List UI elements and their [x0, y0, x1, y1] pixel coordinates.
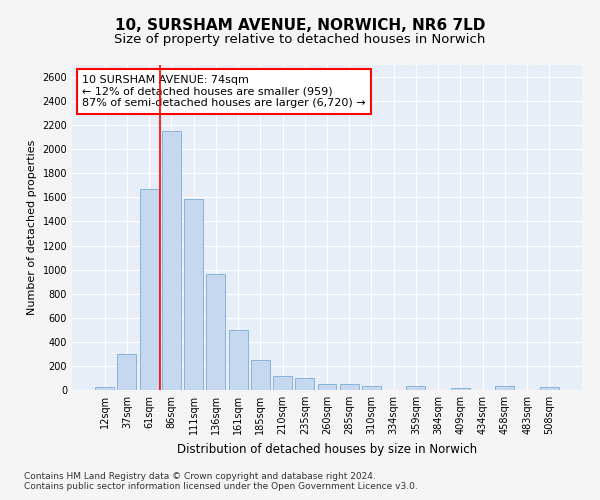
Bar — [317, 384, 337, 390]
Text: Size of property relative to detached houses in Norwich: Size of property relative to detached ho… — [115, 32, 485, 46]
Text: Contains public sector information licensed under the Open Government Licence v3: Contains public sector information licen… — [24, 482, 418, 491]
Text: 10 SURSHAM AVENUE: 74sqm
← 12% of detached houses are smaller (959)
87% of semi-: 10 SURSHAM AVENUE: 74sqm ← 12% of detach… — [82, 74, 366, 108]
Bar — [406, 386, 425, 390]
Bar — [362, 386, 381, 390]
Bar — [451, 388, 470, 390]
Bar — [118, 354, 136, 390]
Bar — [340, 384, 359, 390]
Bar — [162, 131, 181, 390]
Bar — [540, 387, 559, 390]
Bar — [95, 387, 114, 390]
Y-axis label: Number of detached properties: Number of detached properties — [27, 140, 37, 315]
Bar — [496, 386, 514, 390]
Bar — [273, 376, 292, 390]
Bar — [140, 189, 158, 390]
Bar — [184, 198, 203, 390]
Bar — [251, 360, 270, 390]
X-axis label: Distribution of detached houses by size in Norwich: Distribution of detached houses by size … — [177, 442, 477, 456]
Bar — [229, 330, 248, 390]
Text: Contains HM Land Registry data © Crown copyright and database right 2024.: Contains HM Land Registry data © Crown c… — [24, 472, 376, 481]
Bar — [295, 378, 314, 390]
Bar — [206, 274, 225, 390]
Text: 10, SURSHAM AVENUE, NORWICH, NR6 7LD: 10, SURSHAM AVENUE, NORWICH, NR6 7LD — [115, 18, 485, 32]
